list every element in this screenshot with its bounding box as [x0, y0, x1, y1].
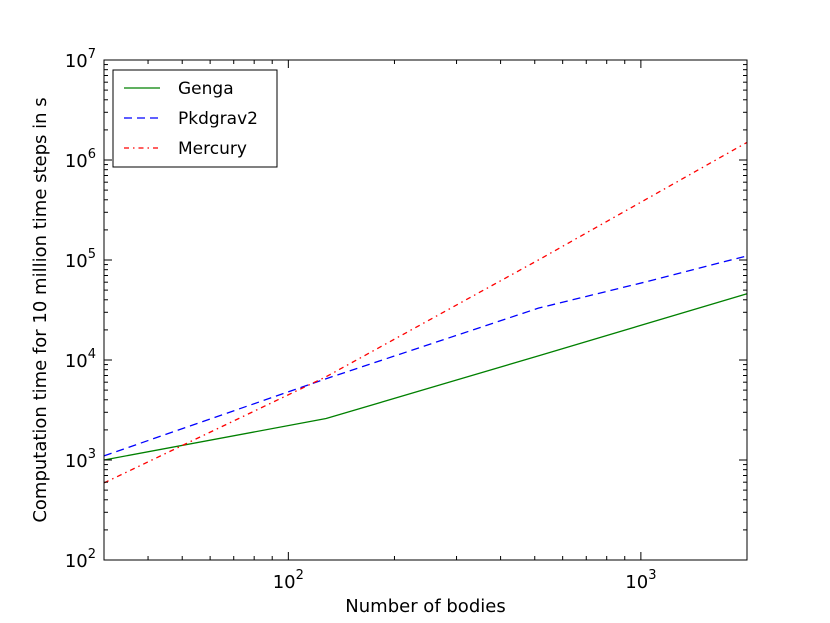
y-axis-title: Computation time for 10 million time ste… — [30, 97, 51, 522]
legend: Genga Pkdgrav2 Mercury — [112, 69, 278, 168]
tick-layer: 102 103 102 103 104 105 106 107 — [65, 47, 748, 593]
y-tick-label: 105 — [65, 247, 96, 272]
series-line-genga — [103, 293, 748, 461]
x-axis-title: Number of bodies — [345, 596, 505, 617]
y-tick-label: 103 — [65, 447, 96, 472]
y-tick-label: 107 — [65, 47, 96, 72]
legend-label-genga: Genga — [178, 79, 234, 99]
x-tick-label: 102 — [273, 568, 304, 593]
series-layer — [103, 141, 748, 484]
legend-label-mercury: Mercury — [178, 139, 247, 159]
series-line-mercury — [103, 141, 748, 484]
y-tick-label: 104 — [65, 347, 96, 372]
series-line-pkdgrav2 — [103, 255, 748, 457]
x-tick-label: 103 — [625, 568, 656, 593]
plot-frame — [103, 59, 748, 561]
y-tick-label: 102 — [65, 547, 96, 572]
y-tick-label: 106 — [65, 147, 96, 172]
legend-label-pkdgrav2: Pkdgrav2 — [178, 109, 258, 129]
